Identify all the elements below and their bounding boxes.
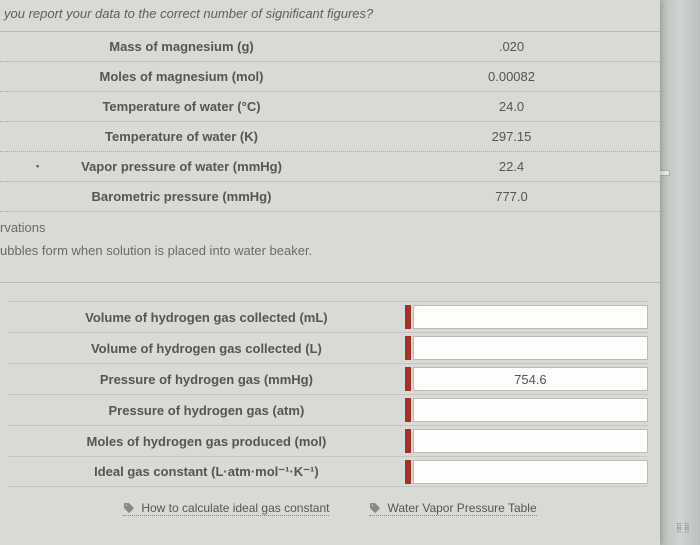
required-indicator [405, 429, 411, 453]
required-indicator [405, 305, 411, 329]
calc-label: Volume of hydrogen gas collected (mL) [8, 310, 405, 325]
calc-label: Moles of hydrogen gas produced (mol) [8, 434, 405, 449]
help-links: How to calculate ideal gas constant Wate… [0, 487, 660, 516]
calc-row: Volume of hydrogen gas collected (L) [8, 332, 648, 363]
input-cell [405, 333, 648, 363]
howto-link[interactable]: How to calculate ideal gas constant [123, 501, 329, 516]
row-label: ▪ Vapor pressure of water (mmHg) [0, 159, 363, 174]
volume-ml-input[interactable] [413, 305, 648, 329]
measurements-table: Mass of magnesium (g) .020 Moles of magn… [0, 32, 660, 212]
resize-grip-icon[interactable]: ⠿⠿⠿⠿ [676, 525, 694, 539]
input-cell [405, 426, 648, 456]
row-label: Temperature of water (°C) [0, 99, 363, 114]
row-value: 22.4 [363, 159, 660, 174]
input-cell [405, 302, 648, 332]
input-cell [405, 364, 648, 394]
row-label: Barometric pressure (mmHg) [0, 189, 363, 204]
row-value: 777.0 [363, 189, 660, 204]
table-row: Barometric pressure (mmHg) 777.0 [0, 182, 660, 212]
table-row: Temperature of water (K) 297.15 [0, 122, 660, 152]
vapor-table-link[interactable]: Water Vapor Pressure Table [369, 501, 536, 516]
vapor-table-link-label: Water Vapor Pressure Table [387, 501, 536, 515]
observations-heading: rvations [0, 212, 660, 239]
pressure-mmhg-input[interactable] [413, 367, 648, 391]
gas-constant-input[interactable] [413, 460, 648, 484]
row-value: 24.0 [363, 99, 660, 114]
row-value: .020 [363, 39, 660, 54]
input-cell [405, 457, 648, 486]
calc-label: Pressure of hydrogen gas (mmHg) [8, 372, 405, 387]
tag-icon [369, 502, 381, 514]
calc-row: Ideal gas constant (L·atm·mol⁻¹·K⁻¹) [8, 456, 648, 487]
table-row: Temperature of water (°C) 24.0 [0, 92, 660, 122]
howto-link-label: How to calculate ideal gas constant [141, 501, 329, 515]
table-row: Moles of magnesium (mol) 0.00082 [0, 62, 660, 92]
calc-label: Volume of hydrogen gas collected (L) [8, 341, 405, 356]
calc-row: Volume of hydrogen gas collected (mL) [8, 301, 648, 332]
row-label: Mass of magnesium (g) [0, 39, 363, 54]
row-value: 297.15 [363, 129, 660, 144]
calc-label: Pressure of hydrogen gas (atm) [8, 403, 405, 418]
moles-h2-input[interactable] [413, 429, 648, 453]
required-indicator [405, 460, 411, 484]
calc-row: Moles of hydrogen gas produced (mol) [8, 425, 648, 456]
required-indicator [405, 367, 411, 391]
observation-note: ubbles form when solution is placed into… [0, 239, 660, 283]
calculations-table: Volume of hydrogen gas collected (mL) Vo… [8, 301, 648, 487]
calc-row: Pressure of hydrogen gas (mmHg) [8, 363, 648, 394]
volume-l-input[interactable] [413, 336, 648, 360]
side-strip [660, 0, 700, 545]
page-container: you report your data to the correct numb… [0, 0, 660, 545]
required-indicator [405, 398, 411, 422]
table-row: Mass of magnesium (g) .020 [0, 32, 660, 62]
row-value: 0.00082 [363, 69, 660, 84]
tag-icon [123, 502, 135, 514]
required-indicator [405, 336, 411, 360]
calc-row: Pressure of hydrogen gas (atm) [8, 394, 648, 425]
prompt-text: you report your data to the correct numb… [0, 0, 660, 32]
row-label: Temperature of water (K) [0, 129, 363, 144]
calc-label: Ideal gas constant (L·atm·mol⁻¹·K⁻¹) [8, 464, 405, 480]
input-cell [405, 395, 648, 425]
row-label: Moles of magnesium (mol) [0, 69, 363, 84]
table-row: ▪ Vapor pressure of water (mmHg) 22.4 [0, 152, 660, 182]
pressure-atm-input[interactable] [413, 398, 648, 422]
